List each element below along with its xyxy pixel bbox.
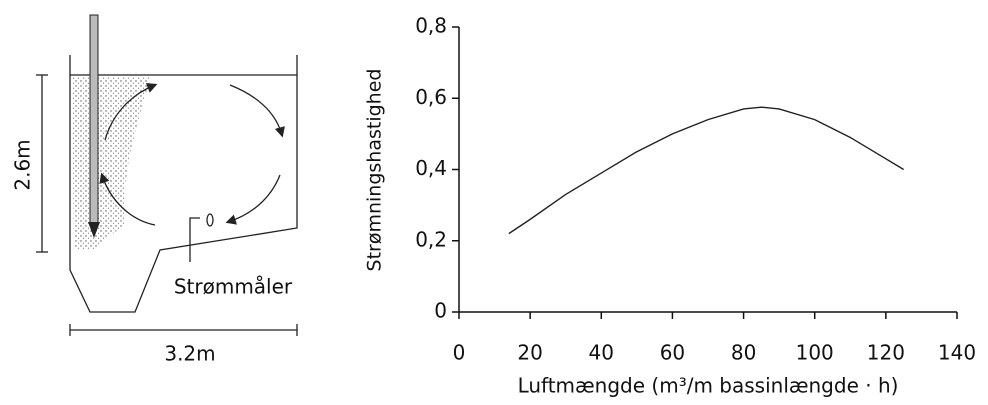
x-axis-label: Luftmængde (m³/m bassinlængde · h) [518,374,899,398]
meter-label: Strømmåler [174,275,293,299]
y-tick-label: 0,6 [415,85,447,109]
aeration-zone [72,77,150,250]
flow-arrow [99,172,156,226]
flow-meter [206,213,214,227]
y-tick-label: 0,2 [415,227,447,251]
x-tick-label: 20 [517,341,542,365]
x-tick-label: 120 [867,341,905,365]
x-tick-label: 0 [453,341,466,365]
tank-outline [69,55,298,313]
y-tick-label: 0,4 [415,156,447,180]
flow-arrow [229,84,285,138]
y-tick-label: 0 [434,299,447,323]
x-tick-label: 100 [796,341,834,365]
x-tick-label: 80 [731,341,756,365]
y-tick-label: 0,8 [415,14,447,38]
height-label: 2.6m [11,139,35,190]
tank-diagram: 2.6m 3.2m Strømmåler [11,14,298,366]
flow-arrow [104,83,158,141]
pipe-arrow [88,222,100,238]
data-line [508,106,905,235]
x-tick-label: 40 [589,341,614,365]
y-axis-label: Strømningshastighed [364,69,386,272]
meter-leader [189,217,200,262]
x-tick-label: 60 [660,341,685,365]
width-label: 3.2m [164,342,215,366]
x-tick-label: 140 [938,341,976,365]
flow-arrow [225,174,281,225]
air-pipe [89,14,99,226]
